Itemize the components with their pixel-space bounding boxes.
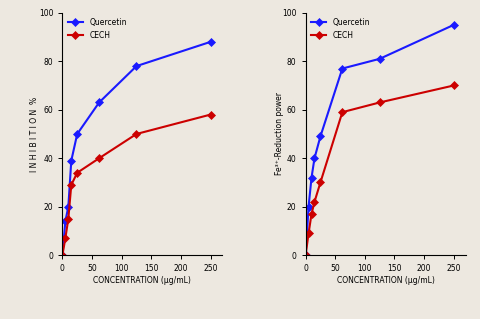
CECH — [208, 113, 214, 116]
CECH — [309, 212, 314, 216]
CECH — [74, 171, 80, 175]
Quercetin — [96, 100, 102, 104]
Quercetin — [377, 57, 383, 61]
Quercetin — [312, 156, 317, 160]
Quercetin — [318, 135, 324, 138]
X-axis label: CONCENTRATION (μg/mL): CONCENTRATION (μg/mL) — [336, 276, 434, 285]
Quercetin — [60, 253, 65, 257]
Legend: Quercetin, CECH: Quercetin, CECH — [66, 17, 128, 41]
Quercetin — [208, 40, 214, 44]
Line: CECH: CECH — [60, 112, 213, 258]
CECH — [60, 253, 65, 257]
CECH — [303, 253, 309, 257]
CECH — [312, 200, 317, 204]
Quercetin — [65, 205, 71, 209]
CECH — [339, 110, 345, 114]
Quercetin — [62, 219, 68, 223]
CECH — [306, 232, 312, 235]
CECH — [318, 181, 324, 184]
CECH — [377, 100, 383, 104]
CECH — [69, 183, 74, 187]
CECH — [451, 84, 456, 87]
Quercetin — [339, 67, 345, 70]
Quercetin — [451, 23, 456, 27]
X-axis label: CONCENTRATION (μg/mL): CONCENTRATION (μg/mL) — [94, 276, 192, 285]
Line: Quercetin: Quercetin — [60, 39, 213, 258]
CECH — [65, 217, 71, 221]
Quercetin — [309, 176, 314, 180]
Y-axis label: I N H I B I T I O N  %: I N H I B I T I O N % — [30, 96, 39, 172]
CECH — [62, 236, 68, 240]
Y-axis label: Fe³⁺-Reduction power: Fe³⁺-Reduction power — [275, 93, 284, 175]
Line: CECH: CECH — [303, 83, 456, 258]
Quercetin — [133, 64, 139, 68]
Quercetin — [303, 253, 309, 257]
Legend: Quercetin, CECH: Quercetin, CECH — [310, 17, 372, 41]
Quercetin — [306, 205, 312, 209]
Line: Quercetin: Quercetin — [303, 22, 456, 258]
CECH — [96, 156, 102, 160]
Quercetin — [69, 159, 74, 163]
Quercetin — [74, 132, 80, 136]
CECH — [133, 132, 139, 136]
